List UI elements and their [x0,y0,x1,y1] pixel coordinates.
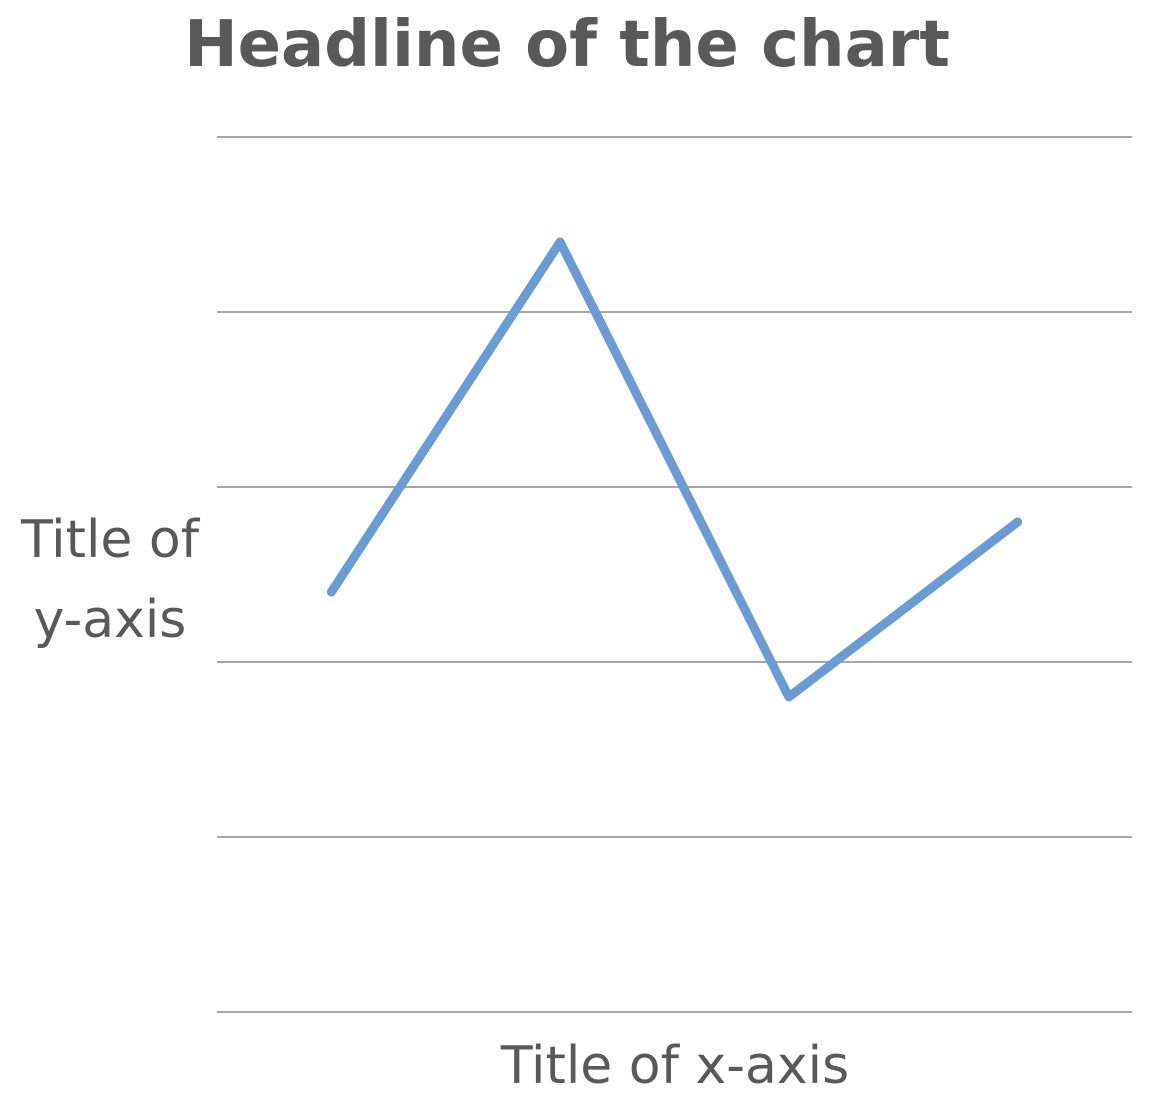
gridlines [217,136,1132,1013]
series-group [326,237,1023,702]
y-axis-title-line-1: Title of [20,510,201,570]
chart-title: Headline of the chart [184,8,950,82]
series-line-1 [326,237,1023,702]
y-axis-title-line-2: y-axis [34,590,187,650]
x-axis-title: Title of x-axis [500,1036,849,1096]
